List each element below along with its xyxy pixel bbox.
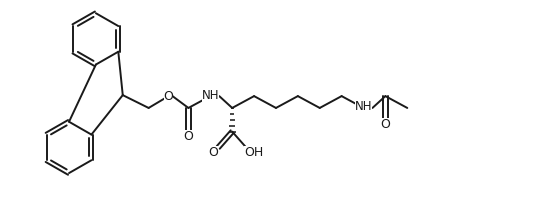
Text: O: O: [164, 90, 173, 103]
Text: OH: OH: [244, 146, 264, 159]
Text: O: O: [183, 130, 193, 143]
Text: NH: NH: [202, 89, 219, 102]
Text: O: O: [208, 146, 218, 159]
Text: NH: NH: [355, 100, 372, 113]
Text: O: O: [380, 118, 391, 131]
